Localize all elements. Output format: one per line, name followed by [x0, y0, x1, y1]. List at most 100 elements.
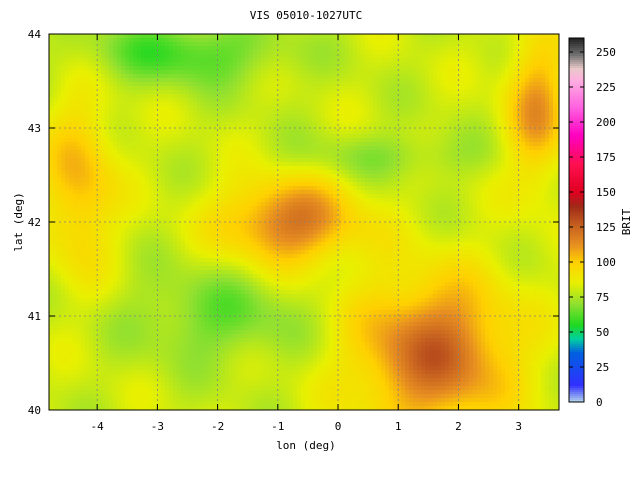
image-cell: [61, 106, 65, 110]
image-cell: [365, 130, 369, 134]
image-cell: [241, 166, 245, 170]
image-cell: [557, 186, 559, 190]
image-cell: [549, 70, 553, 74]
image-cell: [137, 86, 141, 90]
image-cell: [245, 90, 249, 94]
image-cell: [225, 146, 229, 150]
image-cell: [325, 94, 329, 98]
image-cell: [205, 110, 209, 114]
image-cell: [57, 138, 61, 142]
image-cell: [417, 34, 421, 38]
image-cell: [437, 182, 441, 186]
image-cell: [277, 122, 281, 126]
image-cell: [529, 98, 533, 102]
image-cell: [233, 178, 237, 182]
image-cell: [65, 158, 69, 162]
image-cell: [437, 34, 441, 38]
image-cell: [469, 142, 473, 146]
image-cell: [225, 150, 229, 154]
image-cell: [169, 62, 173, 66]
image-cell: [329, 70, 333, 74]
image-cell: [489, 158, 493, 162]
image-cell: [269, 106, 273, 110]
image-cell: [377, 106, 381, 110]
image-cell: [217, 118, 221, 122]
image-cell: [69, 158, 73, 162]
image-cell: [373, 98, 377, 102]
image-cell: [453, 134, 457, 138]
image-cell: [365, 170, 369, 174]
image-cell: [297, 94, 301, 98]
image-cell: [293, 114, 297, 118]
image-cell: [405, 138, 409, 142]
image-cell: [361, 38, 365, 42]
image-cell: [65, 74, 69, 78]
image-cell: [233, 186, 237, 190]
image-cell: [545, 102, 549, 106]
image-cell: [101, 74, 105, 78]
image-cell: [409, 102, 413, 106]
image-cell: [385, 62, 389, 66]
image-cell: [329, 50, 333, 54]
image-cell: [57, 54, 61, 58]
image-cell: [161, 166, 165, 170]
image-cell: [169, 98, 173, 102]
image-cell: [109, 162, 113, 166]
image-cell: [161, 90, 165, 94]
image-cell: [545, 158, 549, 162]
image-cell: [453, 178, 457, 182]
image-cell: [501, 166, 505, 170]
image-cell: [105, 118, 109, 122]
image-cell: [81, 50, 85, 54]
image-cell: [377, 82, 381, 86]
image-cell: [393, 62, 397, 66]
image-cell: [309, 34, 313, 38]
image-cell: [425, 94, 429, 98]
image-cell: [513, 138, 517, 142]
image-cell: [305, 110, 309, 114]
image-cell: [157, 42, 161, 46]
image-cell: [341, 126, 345, 130]
image-cell: [541, 58, 545, 62]
image-cell: [89, 82, 93, 86]
image-cell: [345, 86, 349, 90]
image-cell: [409, 142, 413, 146]
image-cell: [349, 130, 353, 134]
image-cell: [489, 110, 493, 114]
image-cell: [257, 86, 261, 90]
image-cell: [369, 150, 373, 154]
image-cell: [221, 178, 225, 182]
image-cell: [153, 154, 157, 158]
image-cell: [461, 138, 465, 142]
image-cell: [345, 150, 349, 154]
image-cell: [301, 54, 305, 58]
image-cell: [141, 90, 145, 94]
image-cell: [281, 38, 285, 42]
image-cell: [213, 98, 217, 102]
image-cell: [73, 158, 77, 162]
image-cell: [93, 98, 97, 102]
image-cell: [153, 70, 157, 74]
image-cell: [57, 150, 61, 154]
image-cell: [281, 134, 285, 138]
image-cell: [361, 74, 365, 78]
image-cell: [257, 158, 261, 162]
image-cell: [197, 98, 201, 102]
image-cell: [533, 50, 537, 54]
image-cell: [361, 54, 365, 58]
image-cell: [101, 42, 105, 46]
image-cell: [261, 74, 265, 78]
image-cell: [257, 174, 261, 178]
image-cell: [213, 162, 217, 166]
image-cell: [489, 42, 493, 46]
image-cell: [125, 62, 129, 66]
image-cell: [61, 174, 65, 178]
image-cell: [265, 42, 269, 46]
image-cell: [421, 38, 425, 42]
image-cell: [145, 94, 149, 98]
image-cell: [557, 98, 559, 102]
image-cell: [181, 98, 185, 102]
image-cell: [493, 146, 497, 150]
image-cell: [501, 122, 505, 126]
image-cell: [141, 66, 145, 70]
